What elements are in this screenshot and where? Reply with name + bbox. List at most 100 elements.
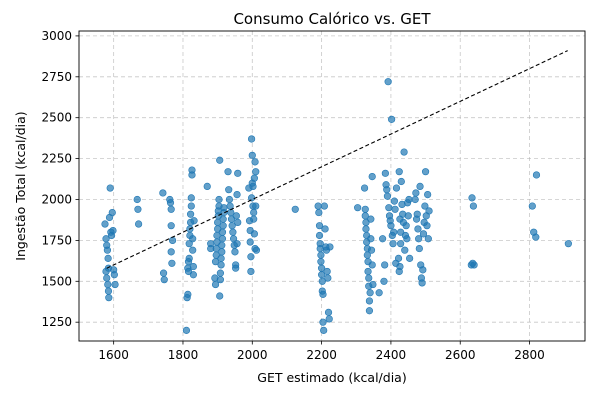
data-point [368, 172, 376, 181]
data-point [387, 222, 395, 230]
data-point [104, 254, 112, 262]
data-points [101, 78, 572, 334]
data-point [188, 166, 196, 174]
data-point [211, 280, 220, 289]
data-point [367, 235, 375, 243]
data-point [532, 171, 541, 179]
data-point [216, 269, 225, 277]
data-point [424, 235, 432, 243]
x-tick-label: 2200 [306, 348, 337, 362]
data-point [403, 235, 411, 243]
data-point [425, 207, 433, 215]
data-point [424, 190, 432, 199]
data-point [217, 254, 225, 262]
data-point [218, 235, 227, 243]
data-point [470, 261, 478, 269]
data-point [366, 289, 374, 297]
data-point [250, 208, 258, 217]
data-point [108, 208, 116, 217]
y-tick-label: 1500 [41, 274, 72, 288]
data-point [397, 177, 405, 186]
plot-frame [78, 30, 586, 342]
data-point [232, 264, 240, 272]
data-point [233, 240, 241, 248]
x-tick-label: 2000 [237, 348, 268, 362]
data-point [390, 228, 398, 236]
data-point [320, 326, 328, 334]
data-point [160, 276, 168, 284]
data-point [325, 315, 333, 323]
data-point [379, 235, 387, 243]
data-point [381, 261, 389, 269]
data-point [412, 189, 420, 197]
data-point [216, 292, 224, 300]
data-point [111, 280, 119, 289]
data-point [319, 318, 327, 326]
data-point [419, 230, 428, 238]
data-point [189, 262, 197, 271]
x-tick-label: 2400 [376, 348, 407, 362]
data-point [101, 220, 109, 228]
data-point [421, 168, 430, 176]
data-point [203, 182, 211, 191]
data-point [219, 222, 227, 230]
data-point [133, 195, 141, 204]
data-point [317, 251, 325, 259]
data-point [364, 267, 372, 276]
data-point [419, 266, 427, 274]
data-point [421, 202, 429, 210]
data-point [405, 195, 413, 204]
data-point [354, 204, 362, 212]
data-point [159, 269, 168, 277]
data-point [532, 233, 540, 241]
data-point [367, 215, 375, 223]
y-axis-label: Ingestão Total (kcal/dia) [13, 111, 28, 260]
data-point [365, 307, 374, 315]
data-point [383, 192, 392, 200]
y-axis-ticks: 1250 1500 1750 2000 2250 2500 2750 3000 [41, 29, 79, 329]
data-point [406, 254, 414, 262]
data-point [384, 78, 392, 86]
data-point [189, 271, 197, 279]
data-point [185, 240, 193, 248]
data-point [159, 189, 167, 197]
data-point [217, 261, 225, 269]
data-point [167, 248, 175, 256]
data-point [415, 235, 423, 243]
data-point [167, 205, 175, 213]
data-point [248, 151, 256, 159]
data-point [369, 280, 377, 289]
data-point [320, 202, 328, 210]
data-point [110, 271, 118, 279]
data-point [247, 194, 256, 202]
data-point [314, 202, 322, 210]
data-point [251, 158, 259, 166]
x-tick-label: 2800 [514, 348, 545, 362]
data-point [564, 240, 572, 248]
data-point [365, 274, 373, 282]
data-point [104, 287, 113, 295]
chart-title: Consumo Calórico vs. GET [233, 10, 431, 28]
data-point [326, 243, 334, 251]
data-point [402, 222, 410, 230]
data-point [250, 230, 258, 238]
data-point [319, 290, 327, 298]
data-point [250, 215, 258, 223]
data-point [401, 246, 409, 254]
data-point [388, 115, 396, 123]
data-point [168, 259, 176, 267]
data-point [218, 248, 226, 256]
data-point [375, 289, 383, 297]
data-point [218, 228, 227, 236]
data-point [247, 135, 256, 143]
data-point [423, 222, 431, 230]
x-axis-ticks: 1600 1800 2000 2200 2400 2600 2800 [98, 341, 545, 362]
data-point [229, 228, 237, 236]
data-point [397, 240, 405, 248]
y-tick-label: 1750 [41, 233, 72, 247]
data-point [418, 279, 426, 287]
data-point [219, 215, 227, 223]
data-point [189, 235, 197, 243]
